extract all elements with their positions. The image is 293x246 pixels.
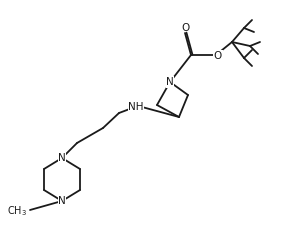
Text: NH: NH (128, 102, 144, 112)
Text: N: N (58, 196, 66, 206)
Text: CH$_3$: CH$_3$ (7, 204, 27, 218)
Text: N: N (58, 153, 66, 163)
Text: N: N (166, 77, 174, 87)
Text: O: O (181, 23, 189, 33)
Text: O: O (214, 51, 222, 61)
